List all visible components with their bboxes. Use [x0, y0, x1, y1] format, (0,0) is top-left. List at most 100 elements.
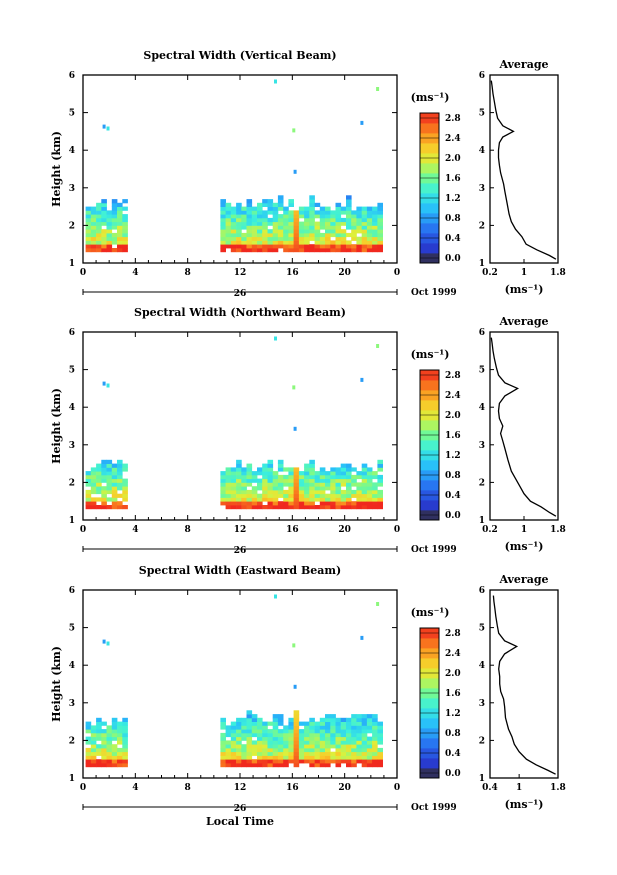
heatmap-cell [111, 493, 118, 498]
heatmap-cell [304, 482, 310, 487]
heatmap-cell [319, 474, 326, 480]
heatmap-cell [267, 236, 274, 241]
heatmap-cell [272, 214, 279, 219]
colorbar-tick-label: 1.6 [445, 174, 461, 184]
average-frame [489, 331, 559, 521]
heatmap-cell [314, 744, 321, 749]
heatmap-cell [257, 206, 263, 211]
x-tick-label: 0 [394, 268, 400, 278]
heatmap-cell [283, 229, 289, 234]
heatmap-cell [246, 199, 253, 204]
heatmap-cell [283, 474, 289, 480]
heatmap-cell [96, 474, 102, 480]
heatmap-cell [335, 232, 342, 238]
heatmap-cell [241, 729, 247, 734]
colorbar-tick-label: 1.2 [445, 709, 461, 719]
colorbar-bin [420, 243, 439, 254]
heatmap-cell [225, 240, 232, 245]
y-tick-label: 4 [69, 403, 75, 413]
heatmap-cell [122, 221, 128, 226]
heatmap-cell [351, 210, 357, 215]
heatmap-cell [366, 225, 373, 230]
heatmap-cell [246, 489, 253, 495]
heatmap-cell [293, 486, 300, 491]
panel-1: Spectral Width (Vertical Beam)0 4 8 12 16 20 0… [50, 49, 566, 299]
heatmap-cell [298, 740, 305, 745]
heatmap-cell [346, 210, 352, 215]
heatmap-cell [351, 232, 357, 238]
heatmap-cell [96, 729, 102, 734]
heatmap-cell [361, 725, 368, 730]
heatmap-cell [262, 244, 268, 249]
heatmap-cell [361, 763, 368, 768]
heatmap-cell [85, 751, 92, 756]
heatmap-cell [377, 221, 383, 226]
heatmap-cell [106, 482, 113, 487]
heatmap-cell [96, 505, 102, 510]
heatmap-cell [90, 467, 97, 472]
heatmap-cell [356, 486, 362, 491]
heatmap-cell [335, 736, 342, 741]
heatmap-cell [236, 467, 242, 472]
heatmap-cell [225, 206, 232, 211]
heatmap-cell [101, 729, 107, 734]
heatmap-cell [272, 248, 279, 253]
heatmap-cell [85, 221, 92, 226]
average-y-tick-label: 1 [479, 259, 485, 269]
heatmap-cell [122, 751, 128, 756]
colorbar-tick-label: 0.4 [445, 749, 461, 759]
heatmap-cell [298, 751, 305, 756]
heatmap-cell [236, 751, 242, 756]
heatmap-cell [346, 501, 352, 506]
y-tick-label: 2 [69, 736, 75, 746]
heatmap-cell [251, 763, 258, 768]
heatmap-cell [236, 729, 242, 734]
heatmap-cell [102, 639, 106, 644]
heatmap-cell [293, 169, 297, 174]
heatmap-cell [319, 747, 326, 753]
heatmap-cell [340, 210, 347, 215]
heatmap-cell [236, 732, 242, 738]
heatmap-cell [262, 240, 268, 245]
heatmap-cell [277, 244, 284, 249]
heatmap-cell [293, 740, 300, 745]
heatmap-cell [90, 725, 97, 730]
heatmap-cell [225, 236, 232, 241]
heatmap-cell [361, 744, 368, 749]
heatmap-cell [314, 740, 321, 745]
heatmap-cell [293, 717, 300, 722]
heatmap-cell [377, 736, 383, 741]
heatmap-cell [293, 714, 300, 719]
heatmap-cell [356, 489, 362, 495]
heatmap-cell [298, 505, 305, 510]
heatmap-cell [101, 202, 107, 207]
heatmap-cell [230, 759, 237, 764]
heatmap-cell [246, 717, 253, 722]
heatmap-cell [314, 478, 321, 483]
average-y-tick-label: 2 [479, 478, 485, 488]
heatmap-cell [106, 221, 113, 226]
heatmap-cell [340, 759, 347, 764]
heatmap-cell [351, 751, 357, 756]
heatmap-cell [351, 214, 357, 219]
heatmap-cell [272, 221, 279, 226]
heatmap-cell [346, 497, 352, 502]
heatmap-cell [298, 744, 305, 749]
heatmap-cell [225, 740, 232, 745]
heatmap-cell [272, 489, 279, 495]
heatmap-cell [122, 478, 128, 483]
heatmap-cell [314, 482, 321, 487]
heatmap-cell [346, 221, 352, 226]
heatmap-cell [96, 248, 102, 253]
heatmap-cell [117, 236, 123, 241]
heatmap-cell [298, 474, 305, 480]
heatmap-cell [309, 248, 315, 253]
heatmap-cell [225, 501, 232, 506]
heatmap-cell [277, 489, 284, 495]
heatmap-cell [283, 221, 289, 226]
heatmap-cell [293, 467, 300, 472]
heatmap-cell [220, 217, 226, 223]
y-axis-label: Height (km) [50, 388, 63, 464]
heatmap-cell [356, 740, 362, 745]
